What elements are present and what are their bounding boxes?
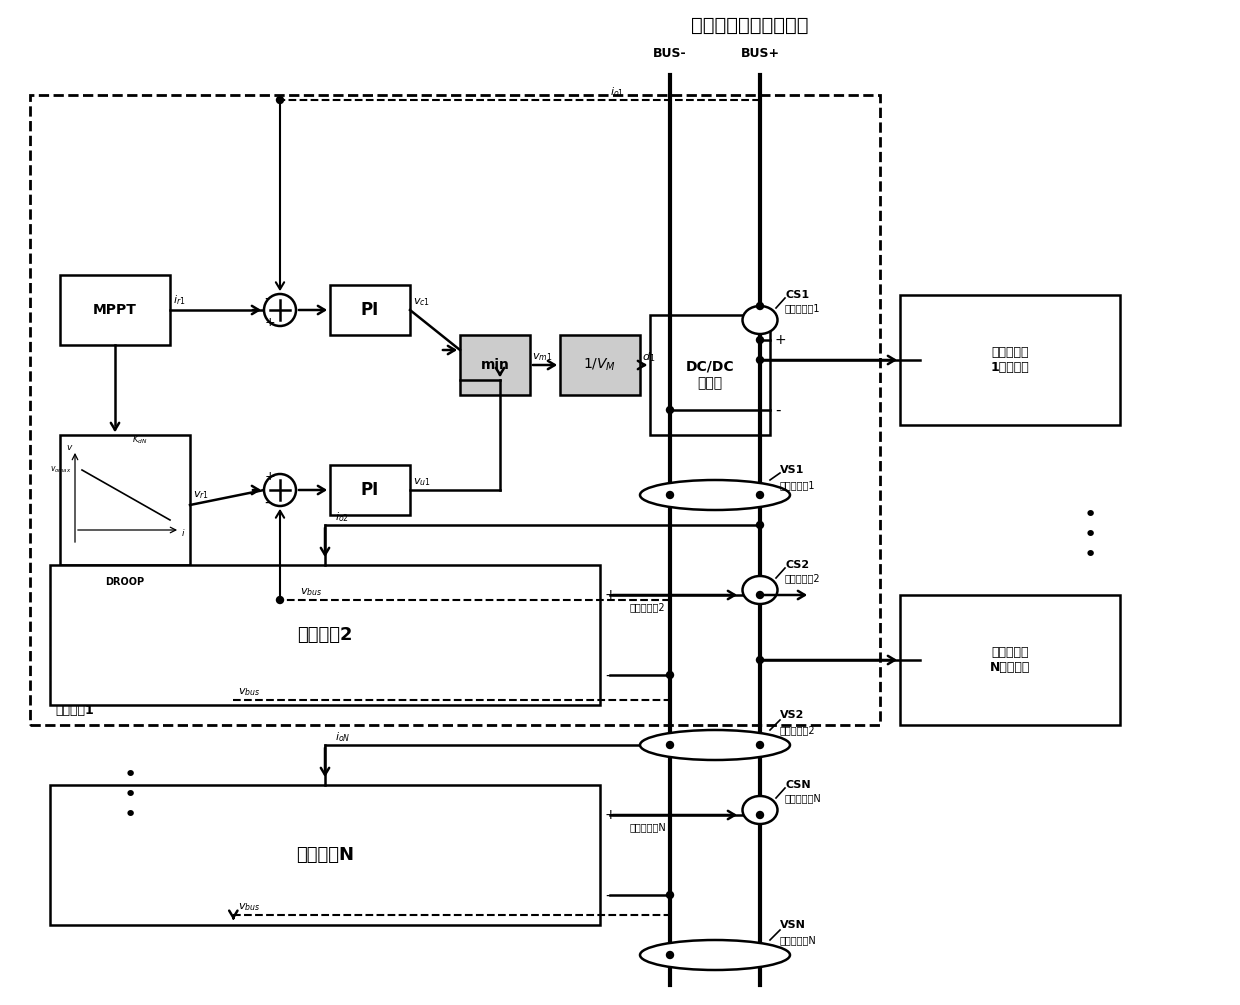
Bar [650, 315, 770, 435]
Ellipse shape [743, 306, 777, 334]
Circle shape [667, 742, 673, 749]
Bar [560, 335, 640, 395]
Text: $1/V_M$: $1/V_M$ [584, 357, 616, 373]
Text: i: i [182, 529, 185, 538]
Circle shape [756, 491, 764, 498]
Text: 电压传感器2: 电压传感器2 [780, 725, 816, 735]
Text: 电流传感器N: 电流传感器N [785, 793, 822, 803]
Text: -: - [775, 402, 780, 417]
Text: VSN: VSN [780, 920, 806, 930]
Bar [330, 465, 410, 515]
Text: 发电系统1: 发电系统1 [55, 704, 94, 717]
Text: 电流传感器2: 电流传感器2 [630, 602, 666, 612]
Text: -: - [264, 290, 270, 306]
Text: -: - [264, 494, 270, 510]
Text: CS2: CS2 [785, 560, 810, 570]
Text: •: • [1084, 505, 1096, 525]
Circle shape [756, 303, 764, 310]
Circle shape [667, 491, 673, 498]
Bar [460, 335, 529, 395]
Text: $i_{o2}$: $i_{o2}$ [335, 511, 348, 524]
Text: +: + [605, 588, 616, 602]
Text: 直流汇流（微网）母线: 直流汇流（微网）母线 [691, 15, 808, 34]
Circle shape [667, 671, 673, 678]
Text: $v_{u1}$: $v_{u1}$ [413, 476, 430, 487]
Text: $v_{c1}$: $v_{c1}$ [413, 296, 430, 308]
Circle shape [264, 474, 296, 506]
Text: DROOP: DROOP [105, 577, 145, 587]
Circle shape [756, 656, 764, 663]
Text: 电流传感器1: 电流传感器1 [785, 303, 821, 313]
Bar [900, 295, 1120, 425]
Text: •: • [1084, 545, 1096, 565]
Bar [330, 285, 410, 335]
Circle shape [277, 96, 284, 104]
Text: min: min [481, 358, 510, 372]
Text: •: • [1084, 525, 1096, 545]
Circle shape [756, 522, 764, 529]
Text: 发电系统N: 发电系统N [296, 846, 353, 864]
Ellipse shape [640, 940, 790, 970]
Text: $v_{omax}$: $v_{omax}$ [50, 464, 71, 475]
Text: v: v [67, 442, 72, 451]
Ellipse shape [743, 576, 777, 604]
Text: BUS-: BUS- [653, 47, 687, 60]
Circle shape [277, 597, 284, 603]
Circle shape [264, 294, 296, 326]
Text: PI: PI [361, 481, 379, 499]
Text: 电流传感器2: 电流传感器2 [785, 573, 821, 583]
Bar [30, 95, 880, 725]
Text: -: - [605, 887, 610, 902]
Text: $i_{r1}$: $i_{r1}$ [174, 293, 186, 307]
Ellipse shape [640, 730, 790, 760]
Text: •: • [123, 805, 136, 825]
Text: -: - [605, 667, 610, 682]
Circle shape [756, 811, 764, 818]
Bar [900, 595, 1120, 725]
Text: CSN: CSN [785, 780, 811, 790]
Bar [60, 275, 170, 345]
Ellipse shape [743, 796, 777, 824]
Circle shape [756, 742, 764, 749]
Text: $d_1$: $d_1$ [642, 350, 655, 364]
Text: BUS+: BUS+ [740, 47, 780, 60]
Ellipse shape [640, 480, 790, 510]
Text: +: + [264, 470, 275, 483]
Circle shape [756, 357, 764, 364]
Text: 发电系统2: 发电系统2 [298, 626, 352, 644]
Text: $i_{o1}$: $i_{o1}$ [610, 85, 624, 98]
Bar [50, 785, 600, 925]
Text: VS1: VS1 [780, 465, 805, 475]
Bar [50, 565, 600, 705]
Circle shape [667, 891, 673, 898]
Text: 电压传感器1: 电压传感器1 [780, 480, 816, 490]
Circle shape [667, 406, 673, 413]
Circle shape [756, 592, 764, 599]
Text: $v_{bus}$: $v_{bus}$ [300, 586, 322, 598]
Text: MPPT: MPPT [93, 303, 136, 317]
Text: +: + [605, 808, 616, 822]
Text: 负载变换器
N及其负载: 负载变换器 N及其负载 [990, 646, 1030, 674]
Text: DC/DC
变换器: DC/DC 变换器 [686, 360, 734, 390]
Text: $v_{m1}$: $v_{m1}$ [532, 351, 552, 363]
Text: $v_{bus}$: $v_{bus}$ [238, 686, 260, 697]
Text: VS2: VS2 [780, 710, 805, 720]
Text: 电压传感器N: 电压传感器N [780, 935, 817, 945]
Circle shape [756, 337, 764, 344]
Text: +: + [264, 317, 275, 330]
Text: $v_{bus}$: $v_{bus}$ [238, 901, 260, 913]
Text: +: + [775, 333, 786, 347]
Bar [60, 435, 190, 565]
Text: •: • [123, 765, 136, 785]
Text: •: • [123, 785, 136, 805]
Text: $K_{dN}$: $K_{dN}$ [133, 434, 148, 446]
Circle shape [667, 952, 673, 959]
Text: 负载变换器
1及其负载: 负载变换器 1及其负载 [991, 346, 1029, 374]
Text: 电流传感器N: 电流传感器N [630, 822, 667, 832]
Text: CS1: CS1 [785, 290, 810, 300]
Text: $i_{oN}$: $i_{oN}$ [335, 730, 351, 744]
Text: $v_{r1}$: $v_{r1}$ [193, 489, 210, 500]
Text: PI: PI [361, 302, 379, 319]
